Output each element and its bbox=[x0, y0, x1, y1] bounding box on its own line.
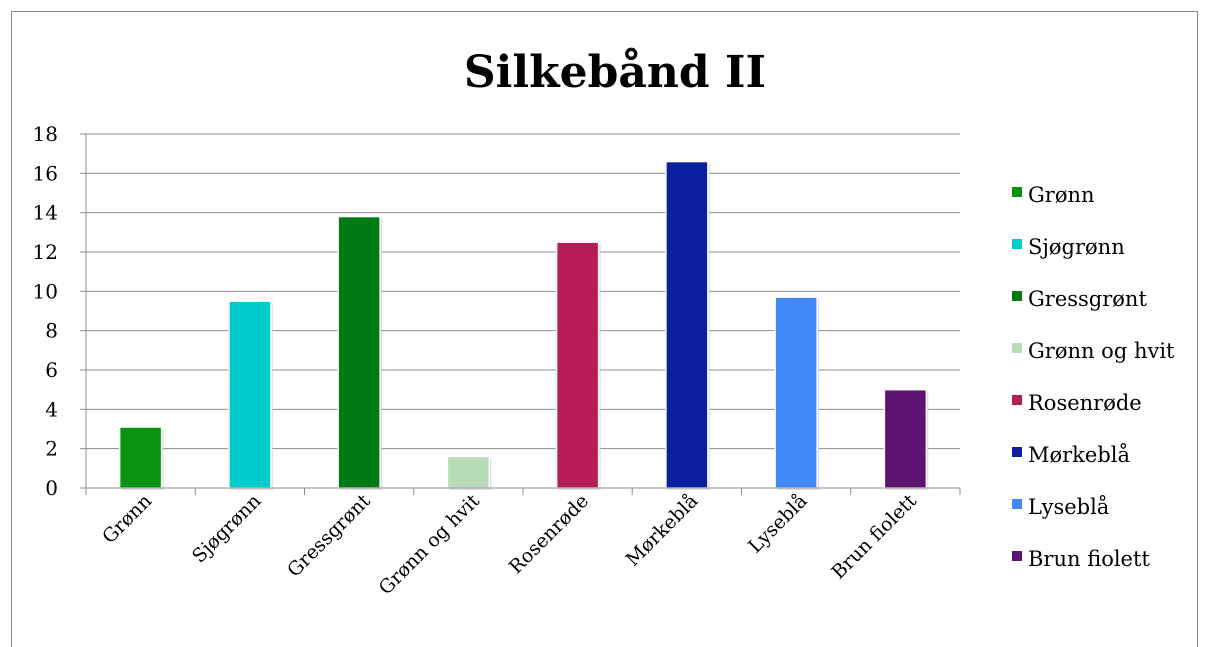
bar bbox=[665, 160, 709, 489]
legend-item: Lyseblå bbox=[1012, 495, 1109, 519]
y-axis-ticks: 0 2 4 6 8 10 12 14 16 18 bbox=[33, 122, 86, 500]
x-category-label: Grønn og hvit bbox=[375, 490, 485, 600]
gridlines bbox=[86, 133, 960, 489]
bar-group bbox=[774, 296, 820, 490]
x-category-label: Brun fiolett bbox=[827, 490, 921, 584]
bar-group bbox=[228, 300, 273, 490]
legend-label: Mørkeblå bbox=[1028, 443, 1130, 467]
bar bbox=[883, 388, 928, 489]
x-axis-labels: Grønn Sjøgrønn Gressgrønt Grønn og hvit Rose… bbox=[98, 490, 921, 600]
bar-group bbox=[883, 388, 929, 490]
y-tick-label: 10 bbox=[33, 279, 58, 303]
legend-label: Lyseblå bbox=[1028, 495, 1109, 519]
x-category-label: Sjøgrønn bbox=[188, 490, 265, 567]
legend-swatch bbox=[1012, 447, 1022, 457]
legend-label: Sjøgrønn bbox=[1028, 235, 1125, 259]
legend-label: Grønn og hvit bbox=[1028, 339, 1175, 363]
bar bbox=[774, 296, 818, 489]
legend-swatch bbox=[1012, 395, 1022, 405]
chart-frame bbox=[11, 11, 1198, 647]
legend-swatch bbox=[1012, 291, 1022, 301]
legend-item: Grønn bbox=[1012, 183, 1095, 207]
bar bbox=[446, 455, 491, 489]
legend-item: Sjøgrønn bbox=[1012, 235, 1125, 259]
legend-item: Brun fiolett bbox=[1012, 547, 1150, 571]
bar bbox=[555, 241, 600, 489]
chart-title: Silkebånd II bbox=[464, 47, 766, 98]
legend: Grønn Sjøgrønn Gressgrønt Grønn og hvit Rose… bbox=[1012, 183, 1175, 571]
legend-swatch bbox=[1012, 343, 1022, 353]
bar bbox=[337, 215, 381, 489]
y-tick-label: 16 bbox=[33, 161, 58, 185]
x-category-label: Grønn bbox=[98, 490, 156, 548]
y-tick-label: 14 bbox=[33, 201, 58, 225]
y-tick-label: 2 bbox=[45, 437, 58, 461]
legend-label: Rosenrøde bbox=[1028, 391, 1142, 415]
legend-swatch bbox=[1012, 499, 1022, 509]
y-tick-label: 0 bbox=[45, 476, 58, 500]
bar-group bbox=[118, 426, 164, 490]
bars bbox=[118, 160, 929, 491]
legend-item: Mørkeblå bbox=[1012, 443, 1130, 467]
bar-group bbox=[446, 455, 492, 490]
legend-swatch bbox=[1012, 551, 1022, 561]
y-tick-label: 18 bbox=[33, 122, 58, 146]
x-category-label: Gressgrønt bbox=[283, 490, 375, 582]
y-tick-label: 8 bbox=[45, 319, 58, 343]
legend-label: Grønn bbox=[1028, 183, 1095, 207]
x-category-label: Mørkeblå bbox=[622, 490, 703, 571]
bar-group bbox=[337, 215, 383, 490]
axes bbox=[85, 134, 961, 495]
legend-item: Rosenrøde bbox=[1012, 391, 1142, 415]
bar bbox=[118, 426, 163, 489]
legend-swatch bbox=[1012, 187, 1022, 197]
x-category-label: Rosenrøde bbox=[505, 490, 593, 578]
bar-group bbox=[555, 241, 601, 490]
legend-label: Brun fiolett bbox=[1028, 547, 1150, 571]
legend-swatch bbox=[1012, 239, 1022, 249]
y-tick-label: 12 bbox=[33, 240, 58, 264]
legend-item: Grønn og hvit bbox=[1012, 339, 1175, 363]
y-tick-label: 4 bbox=[45, 397, 58, 421]
y-tick-label: 6 bbox=[45, 358, 58, 382]
x-category-label: Lyseblå bbox=[744, 490, 812, 558]
bar bbox=[228, 300, 272, 489]
legend-item: Gressgrønt bbox=[1012, 287, 1147, 311]
legend-label: Gressgrønt bbox=[1028, 287, 1147, 311]
bar-group bbox=[665, 160, 710, 491]
